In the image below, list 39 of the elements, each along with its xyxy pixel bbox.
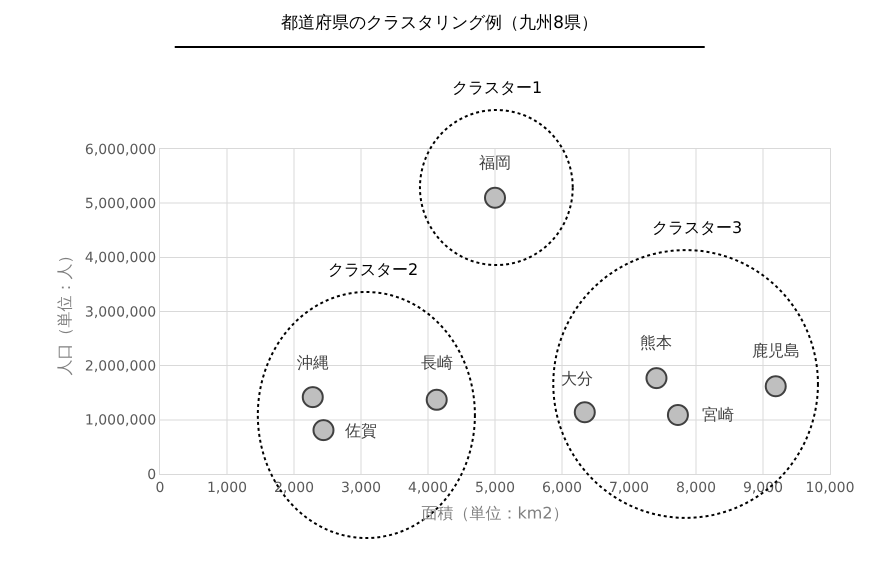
point [574,401,596,424]
y-tick-label: 6,000,000 [84,142,156,158]
x-tick-label: 8,000 [676,480,716,496]
chart-title: 都道府県のクラスタリング例（九州8県） [281,12,598,33]
y-tick-label: 1,000,000 [84,412,156,429]
x-tick-label: 6,000 [542,480,582,496]
point [764,375,787,398]
point [666,404,689,426]
annotation: 長崎 [421,353,453,372]
x-tick-label: 1,000 [206,480,248,496]
y-tick-label: 5,000,000 [84,196,156,212]
point [484,186,506,209]
y-tick-label: 4,000,000 [84,250,156,266]
x-tick-label: 4,000 [408,480,448,496]
text: クラスター1 [452,78,542,97]
y-tick-label: 2,000,000 [84,358,156,375]
annotation: 佐賀 [345,421,377,440]
point [302,386,324,408]
annotation: クラスター3 [652,218,742,237]
annotation: 鹿児島 [752,341,800,360]
y-axis-title: 人口（単位：人） [54,248,74,376]
annotation: 沖縄 [297,353,329,372]
annotation: 宮崎 [702,405,734,424]
x-tick-label: 7,000 [608,480,650,496]
y-tick-label: 3,000,000 [84,304,156,320]
point [645,367,668,390]
x-tick-label: 2,000 [274,480,314,496]
annotation: 熊本 [640,333,672,352]
x-axis-title: 面積（単位：km2） [421,504,569,522]
x-tick-label: 9,000 [742,480,784,496]
x-tick-label: 10,000 [806,480,854,496]
annotation: 大分 [561,369,593,388]
x-tick-label: 3,000 [340,480,382,496]
y-tick-label: 0 [147,466,156,483]
x-tick-label: 5,000 [474,480,516,496]
point [312,419,334,442]
annotation: クラスター2 [328,260,418,279]
annotation: 福岡 [479,153,511,172]
point [426,388,448,411]
